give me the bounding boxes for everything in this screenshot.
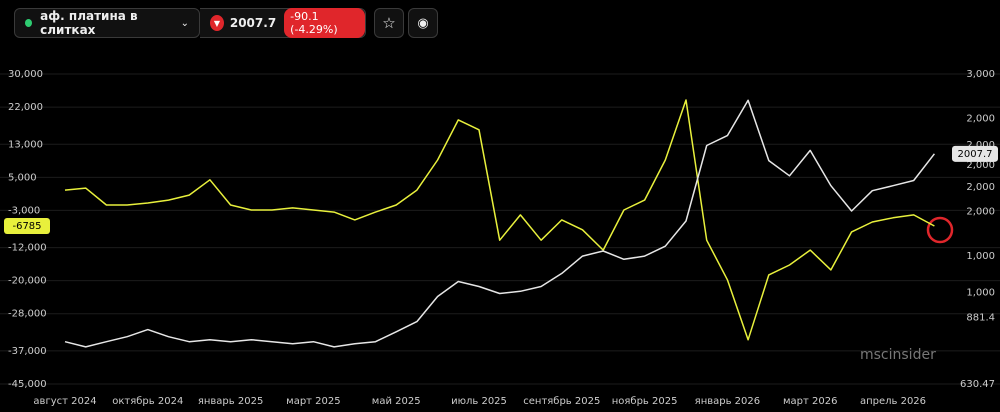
x-tick-label: июль 2025 [451,396,507,407]
status-dot [25,19,33,27]
instrument-name: аф. платина в слитках [40,9,138,37]
y-tick-label: -20,000 [8,276,47,287]
x-tick-label: май 2025 [372,396,421,407]
y2-tick-label: 2,000 [966,160,995,171]
price-change: -90.1 (-4.29%) [284,8,365,38]
y2-tick-label: 2,000 [966,113,995,124]
x-tick-label: август 2024 [33,396,96,407]
y-tick-label: -37,000 [8,346,47,357]
highlight-circle [926,216,954,244]
y2-tick-label: 2,000 [966,182,995,193]
y2-tick-label: 630.47 [960,379,995,390]
y2-tick-label: 1,000 [966,251,995,262]
y-tick-label: 22,000 [8,102,43,113]
y2-tick-label: 2,000 [966,140,995,151]
series-line [64,99,935,341]
chevron: ⌄ [180,17,189,29]
last-value-label: 2007.7 [958,149,993,160]
price: 2007.7 [229,16,277,30]
x-tick-label: ноябрь 2025 [612,396,678,407]
y2-tick-label: 881.4 [966,312,995,323]
y-tick-label: 5,000 [8,172,37,183]
last-value-label: -6785 [12,221,41,232]
y2-tick-label: 1,000 [966,287,995,298]
y-tick-label: -3,000 [8,205,40,216]
y2-tick-label: 3,000 [966,69,995,80]
last-value-badge [4,218,50,235]
eye-button[interactable]: ◉ [408,8,438,38]
last-value-badge [952,145,998,162]
x-tick-label: октябрь 2024 [112,396,183,407]
y-tick-label: -28,000 [8,309,47,320]
x-tick-label: апрель 2026 [860,396,926,407]
y-tick-label: -12,000 [8,243,47,254]
x-tick-label: сентябрь 2025 [523,396,600,407]
series-line [64,99,935,348]
y-tick-label: -45,000 [8,379,47,390]
down-icon: ▼ [210,15,224,31]
watermark: mscinsider [860,347,936,363]
price-box: ▼ 2007.7 -90.1 (-4.29%) [200,8,366,38]
instrument-select[interactable]: аф. платина в слитках ⌄ [14,8,200,38]
x-tick-label: март 2026 [783,396,837,407]
y-tick-label: 30,000 [8,69,43,80]
x-tick-label: март 2025 [286,396,340,407]
star-button[interactable]: ☆ [374,8,404,38]
x-tick-label: январь 2025 [198,396,263,407]
x-tick-label: январь 2026 [695,396,760,407]
y-tick-label: 13,000 [8,139,43,150]
y2-tick-label: 2,000 [966,207,995,218]
